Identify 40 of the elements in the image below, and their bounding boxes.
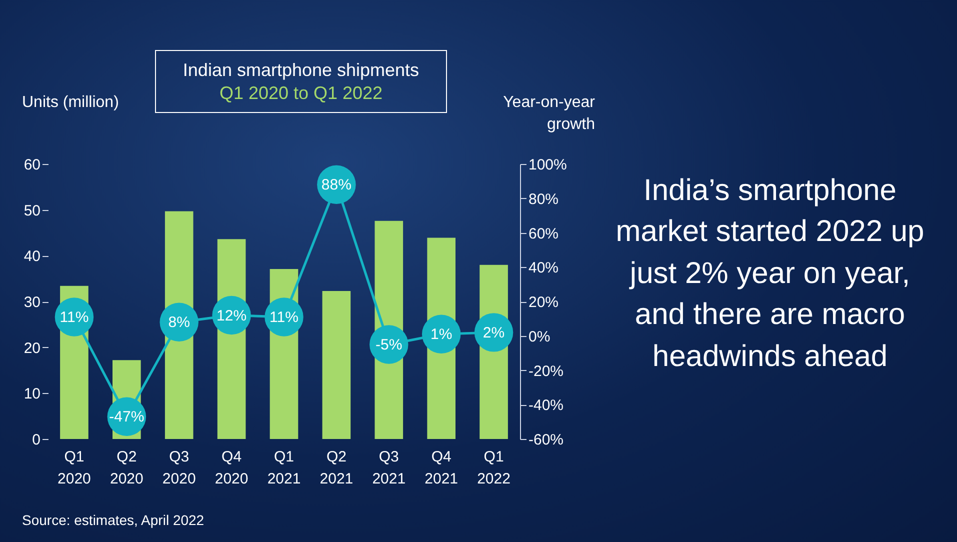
x-tick-label: Q4 2021 (424, 448, 458, 488)
y-tick-label: 40 (24, 248, 40, 266)
data-label: 11% (270, 308, 298, 326)
y2-tick-label: -40% (528, 397, 564, 414)
y-tick-label: 50 (24, 202, 40, 220)
y-tick-label: 30 (24, 294, 40, 311)
y-tick-label: 10 (24, 386, 40, 403)
x-tick-label: Q3 2020 (162, 448, 196, 488)
data-label: 12% (216, 307, 247, 324)
y2-tick-label: -20% (528, 362, 564, 380)
y2-axis-title: Year-on-year growth (502, 93, 595, 136)
x-tick-label: Q4 2020 (214, 448, 248, 488)
y2-tick-label: 20% (528, 294, 559, 311)
y-tick-label: 0 (32, 432, 40, 448)
data-label: -47% (109, 408, 144, 426)
x-tick-label: Q1 2020 (58, 448, 91, 488)
x-tick-label: Q3 2021 (372, 448, 406, 488)
y2-tick-label: 0% (528, 328, 550, 346)
y2-tick-label: 80% (528, 190, 559, 208)
data-label: 1% (430, 326, 452, 344)
data-label: 11% (60, 308, 89, 326)
y2-tick-label: 60% (528, 225, 559, 242)
y2-tick-label: 40% (528, 260, 559, 277)
x-tick-label: Q2 2020 (110, 448, 144, 488)
x-tick-label: Q1 2021 (267, 448, 301, 488)
text: India’s smartphone market started 2022 up just 2% year on year, and there are macro headwinds ahead (614, 173, 926, 375)
chart-subtitle: Q1 2020 to Q1 2022 (218, 82, 384, 104)
chart-title: Indian smartphone shipments (182, 59, 420, 82)
data-label: 8% (168, 314, 190, 332)
y2-tick-label: -60% (528, 432, 564, 448)
source-note: Source: estimates, April 2022 (22, 512, 204, 528)
y-axis-title: Units (million) (22, 93, 119, 113)
y-tick-label: 20 (24, 340, 40, 357)
y-tick-label: 60 (24, 156, 40, 174)
data-label: 88% (321, 176, 352, 194)
x-tick-label: Q1 2022 (477, 448, 510, 488)
x-tick-label: Q2 2021 (320, 448, 354, 488)
y2-tick-label: 100% (528, 156, 567, 174)
data-label: 2% (482, 324, 505, 342)
data-label: -5% (376, 336, 402, 354)
